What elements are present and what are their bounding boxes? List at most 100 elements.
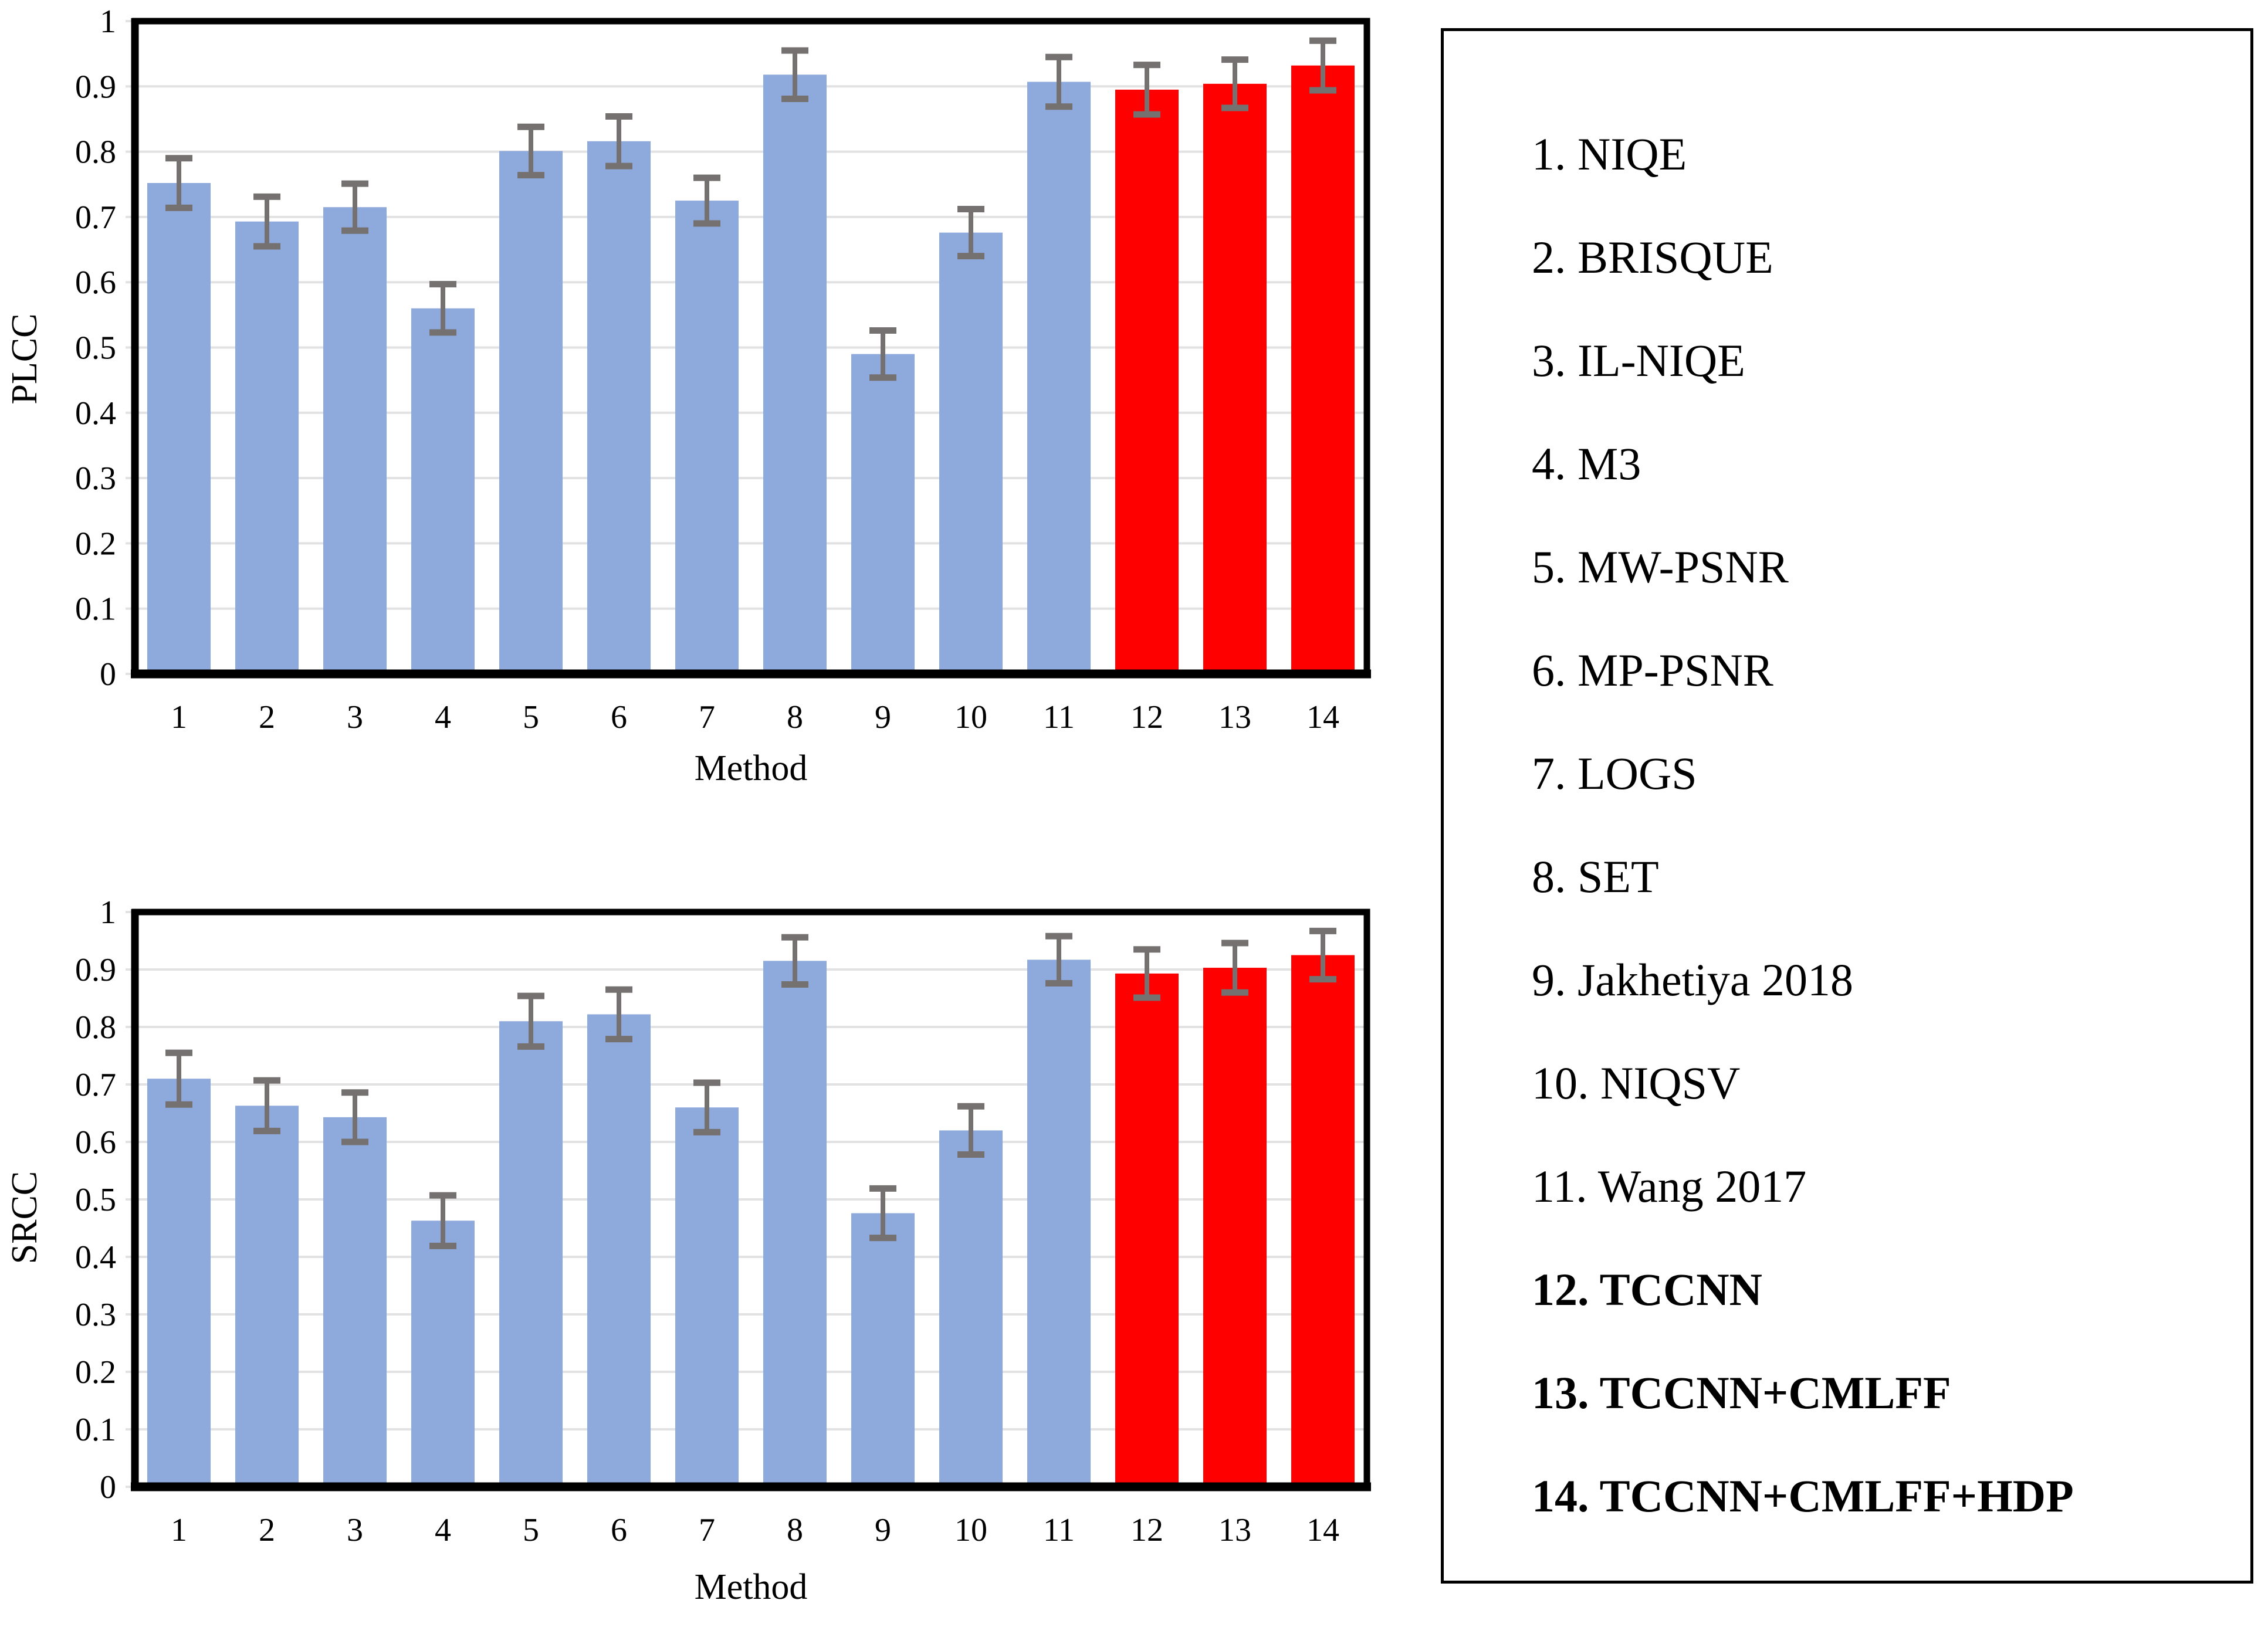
srcc-xtick-label-3: 3 <box>347 1512 363 1548</box>
plcc-xtick-label-11: 11 <box>1043 699 1075 735</box>
plcc-xtick-label-13: 13 <box>1218 699 1251 735</box>
srcc-xtick-label-13: 13 <box>1218 1512 1251 1548</box>
plcc-xtick-label-14: 14 <box>1306 699 1339 735</box>
srcc-ytick-label-0.7: 0.7 <box>75 1067 116 1103</box>
srcc-xtick-label-6: 6 <box>611 1512 627 1548</box>
plcc-bar-2 <box>235 221 299 674</box>
legend-item-5: 5. MW-PSNR <box>1532 541 1789 592</box>
srcc-xtick-label-8: 8 <box>787 1512 803 1548</box>
legend-item-4: 4. M3 <box>1532 438 1641 489</box>
plcc-ytick-label-0.2: 0.2 <box>75 526 116 562</box>
srcc-bar-7 <box>675 1107 739 1487</box>
plcc-bar-13 <box>1203 83 1267 674</box>
plcc-bar-7 <box>675 201 739 674</box>
plcc-xtick-label-3: 3 <box>347 699 363 735</box>
plcc-xtick-label-4: 4 <box>435 699 451 735</box>
srcc-bar-1 <box>147 1079 211 1487</box>
srcc-bar-14 <box>1291 955 1355 1487</box>
legend-item-11: 11. Wang 2017 <box>1532 1161 1807 1212</box>
legend-item-12: 12. TCCNN <box>1532 1264 1762 1315</box>
srcc-bar-9 <box>851 1213 915 1487</box>
plcc-xtick-label-6: 6 <box>611 699 627 735</box>
plcc-ytick-label-0.6: 0.6 <box>75 265 116 301</box>
srcc-xtick-label-11: 11 <box>1043 1512 1075 1548</box>
legend-item-13: 13. TCCNN+CMLFF <box>1532 1367 1951 1418</box>
plcc-bar-1 <box>147 183 211 674</box>
plcc-ytick-label-0: 0 <box>100 656 116 693</box>
srcc-xtick-label-2: 2 <box>259 1512 275 1548</box>
srcc-chart-body: 00.10.20.30.40.50.60.70.80.911 2 3 4 5 6 7 8 9 10… <box>75 894 1371 1548</box>
srcc-xtick-label-4: 4 <box>435 1512 451 1548</box>
srcc-bar-chart: 00.10.20.30.40.50.60.70.80.911 2 3 4 5 6 7 8 9 10… <box>5 894 1371 1607</box>
srcc-bar-13 <box>1203 968 1267 1487</box>
plcc-ytick-label-1: 1 <box>100 4 116 40</box>
legend-item-1: 1. NIQE <box>1532 128 1687 179</box>
plcc-xtick-label-2: 2 <box>259 699 275 735</box>
plcc-ytick-label-0.9: 0.9 <box>75 69 116 105</box>
method-legend-box: 1. NIQE 2. BRISQUE 3. IL-NIQE 4. M3 5. MW-PS… <box>1441 28 2253 1584</box>
plcc-ytick-label-0.4: 0.4 <box>75 395 116 432</box>
srcc-xtick-label-7: 7 <box>699 1512 715 1548</box>
srcc-y-axis-title: SRCC <box>5 1171 45 1265</box>
plcc-x-axis-title: Method <box>695 748 808 788</box>
plcc-bar-6 <box>587 141 651 674</box>
srcc-bar-5 <box>499 1021 563 1487</box>
srcc-ytick-label-1: 1 <box>100 894 116 931</box>
plcc-bar-3 <box>323 207 387 674</box>
plcc-xtick-label-1: 1 <box>171 699 187 735</box>
plcc-chart-body: 00.10.20.30.40.50.60.70.80.911 2 3 4 5 6 7 8 9 10… <box>75 4 1371 735</box>
legend-item-2: 2. BRISQUE <box>1532 232 1773 283</box>
legend-column: 1. NIQE 2. BRISQUE 3. IL-NIQE 4. M3 5. MW-PS… <box>1437 0 2268 1634</box>
srcc-ytick-label-0.6: 0.6 <box>75 1124 116 1161</box>
srcc-bar-8 <box>763 961 827 1487</box>
plcc-bar-10 <box>939 232 1003 674</box>
srcc-bar-2 <box>235 1106 299 1487</box>
plcc-bar-5 <box>499 151 563 674</box>
plcc-bar-4 <box>411 308 475 674</box>
legend-item-8: 8. SET <box>1532 851 1659 902</box>
srcc-xtick-label-14: 14 <box>1306 1512 1339 1548</box>
plcc-xtick-label-12: 12 <box>1130 699 1163 735</box>
srcc-ytick-label-0.9: 0.9 <box>75 952 116 988</box>
legend-item-7: 7. LOGS <box>1532 748 1697 799</box>
plcc-ytick-label-0.7: 0.7 <box>75 199 116 236</box>
srcc-bar-4 <box>411 1221 475 1487</box>
plcc-bar-14 <box>1291 65 1355 674</box>
plcc-xtick-label-8: 8 <box>787 699 803 735</box>
legend-item-14: 14. TCCNN+CMLFF+HDP <box>1532 1470 2074 1521</box>
plcc-bar-chart: 00.10.20.30.40.50.60.70.80.911 2 3 4 5 6 7 8 9 10… <box>5 4 1371 788</box>
srcc-bar-10 <box>939 1130 1003 1487</box>
plcc-ytick-label-0.5: 0.5 <box>75 330 116 367</box>
srcc-ytick-label-0: 0 <box>100 1469 116 1506</box>
legend-item-6: 6. MP-PSNR <box>1532 645 1773 696</box>
plcc-bar-12 <box>1115 89 1179 674</box>
srcc-ytick-label-0.5: 0.5 <box>75 1182 116 1218</box>
srcc-ytick-label-0.8: 0.8 <box>75 1009 116 1046</box>
plcc-xtick-label-10: 10 <box>954 699 987 735</box>
plcc-ytick-label-0.1: 0.1 <box>75 591 116 628</box>
legend-item-10: 10. NIQSV <box>1532 1057 1741 1108</box>
srcc-xtick-label-5: 5 <box>523 1512 539 1548</box>
srcc-xtick-label-10: 10 <box>954 1512 987 1548</box>
srcc-ytick-label-0.3: 0.3 <box>75 1297 116 1333</box>
plcc-bar-8 <box>763 74 827 674</box>
srcc-ytick-label-0.4: 0.4 <box>75 1239 116 1276</box>
plcc-bar-9 <box>851 354 915 674</box>
legend-item-3: 3. IL-NIQE <box>1532 335 1745 386</box>
legend-item-9: 9. Jakhetiya 2018 <box>1532 954 1854 1005</box>
plcc-ytick-label-0.8: 0.8 <box>75 134 116 171</box>
srcc-bar-11 <box>1027 960 1091 1487</box>
plcc-xtick-label-5: 5 <box>523 699 539 735</box>
plcc-xtick-label-7: 7 <box>699 699 715 735</box>
srcc-bar-3 <box>323 1117 387 1487</box>
srcc-x-axis-title: Method <box>695 1567 808 1607</box>
plcc-xtick-label-9: 9 <box>875 699 891 735</box>
plcc-bar-11 <box>1027 82 1091 674</box>
srcc-bar-12 <box>1115 973 1179 1487</box>
srcc-ytick-label-0.1: 0.1 <box>75 1412 116 1448</box>
srcc-xtick-label-1: 1 <box>171 1512 187 1548</box>
srcc-bar-6 <box>587 1014 651 1487</box>
srcc-ytick-label-0.2: 0.2 <box>75 1354 116 1391</box>
plcc-ytick-label-0.3: 0.3 <box>75 460 116 497</box>
